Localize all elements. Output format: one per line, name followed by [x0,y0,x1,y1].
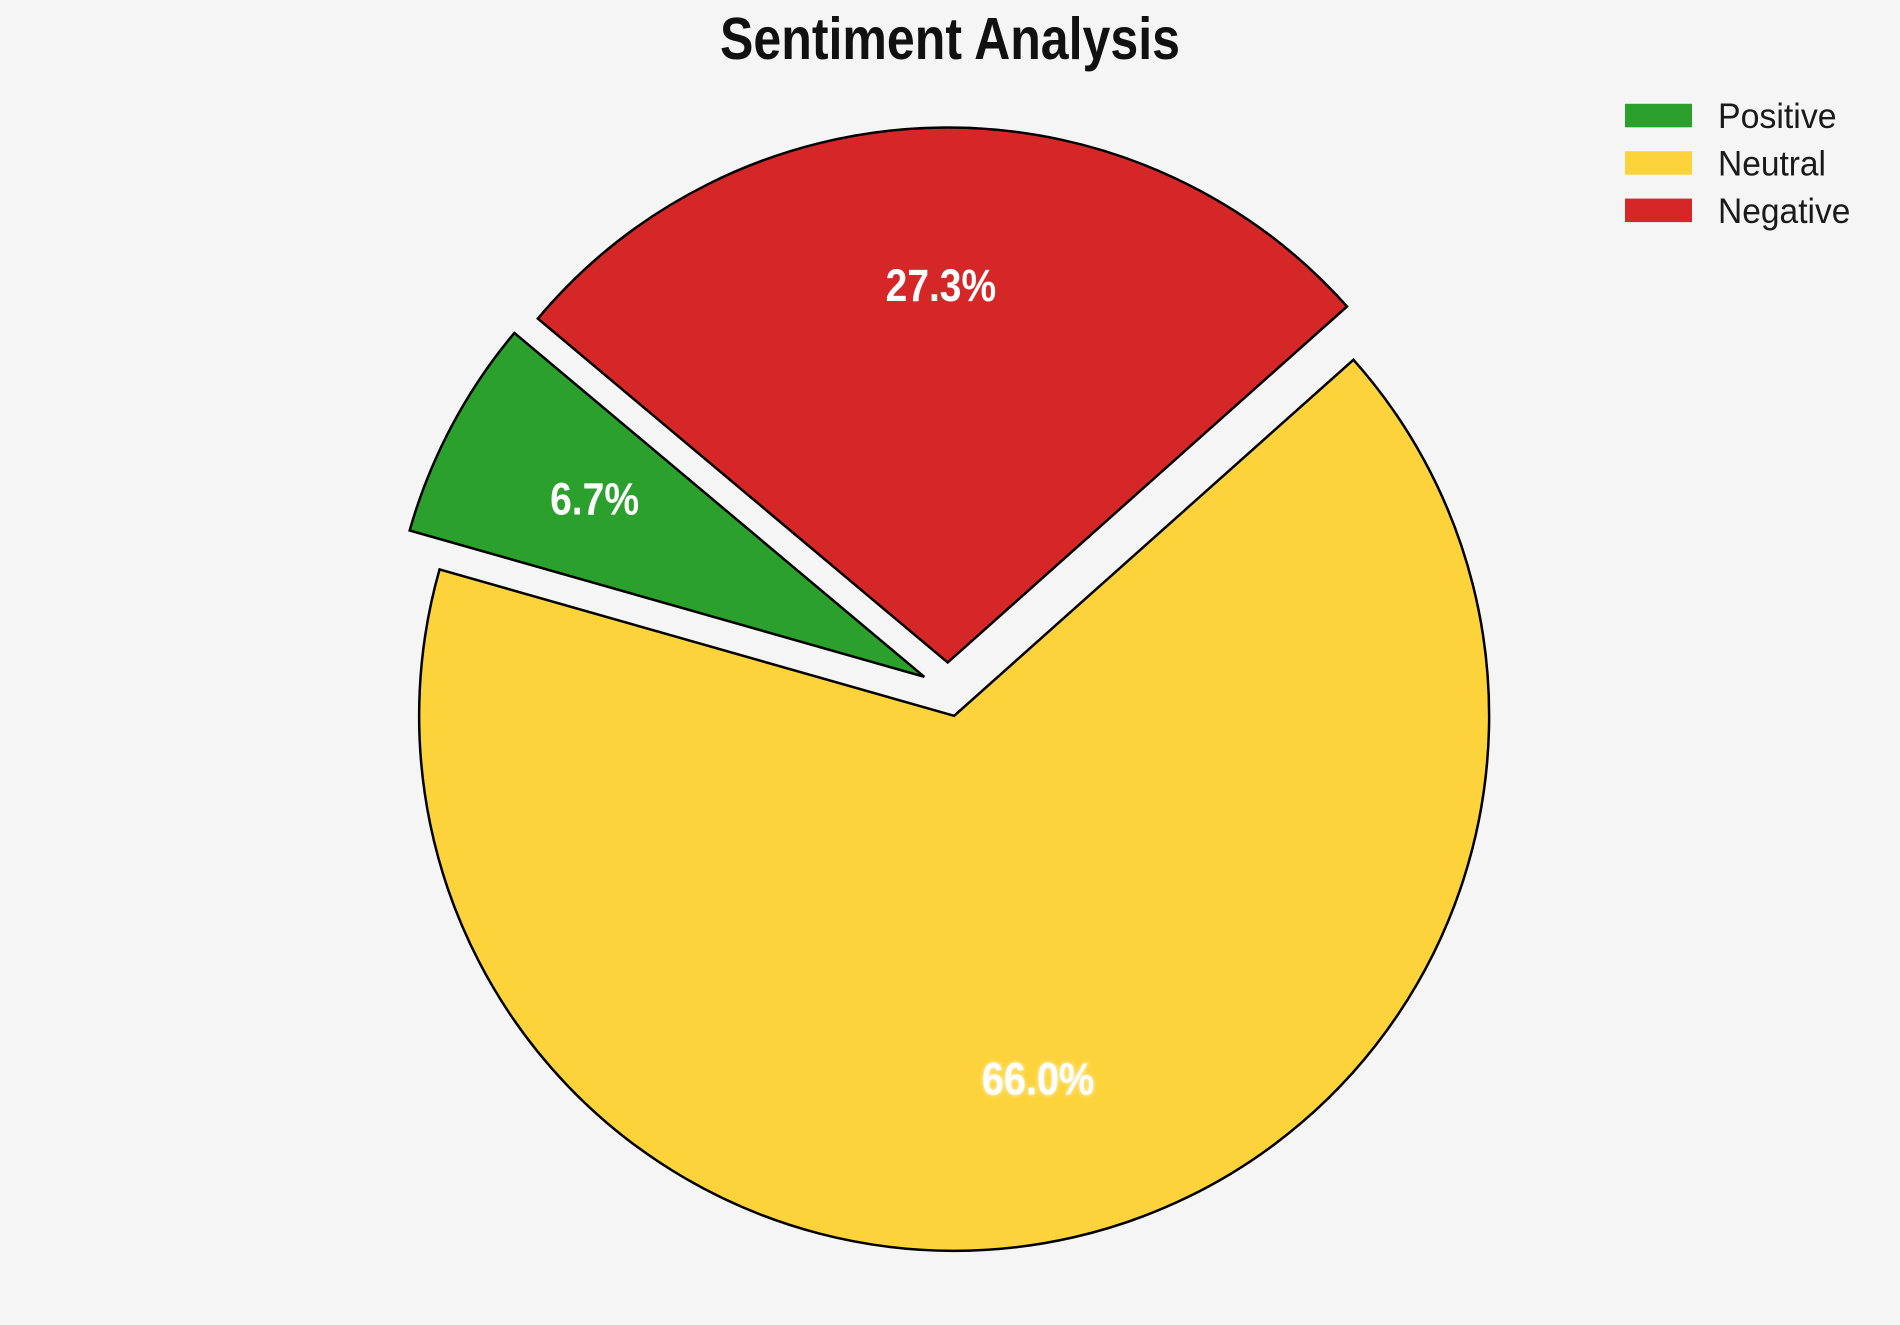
svg-text:Sentiment Analysis: Sentiment Analysis [720,6,1180,72]
svg-text:27.3%: 27.3% [886,260,997,311]
svg-text:66.0%: 66.0% [982,1054,1094,1105]
svg-text:Positive: Positive [1718,96,1837,136]
svg-text:Neutral: Neutral [1718,144,1826,184]
svg-text:Negative: Negative [1718,191,1850,231]
svg-text:66.0%: 66.0% [982,1054,1094,1105]
svg-text:6.7%: 6.7% [550,474,639,525]
